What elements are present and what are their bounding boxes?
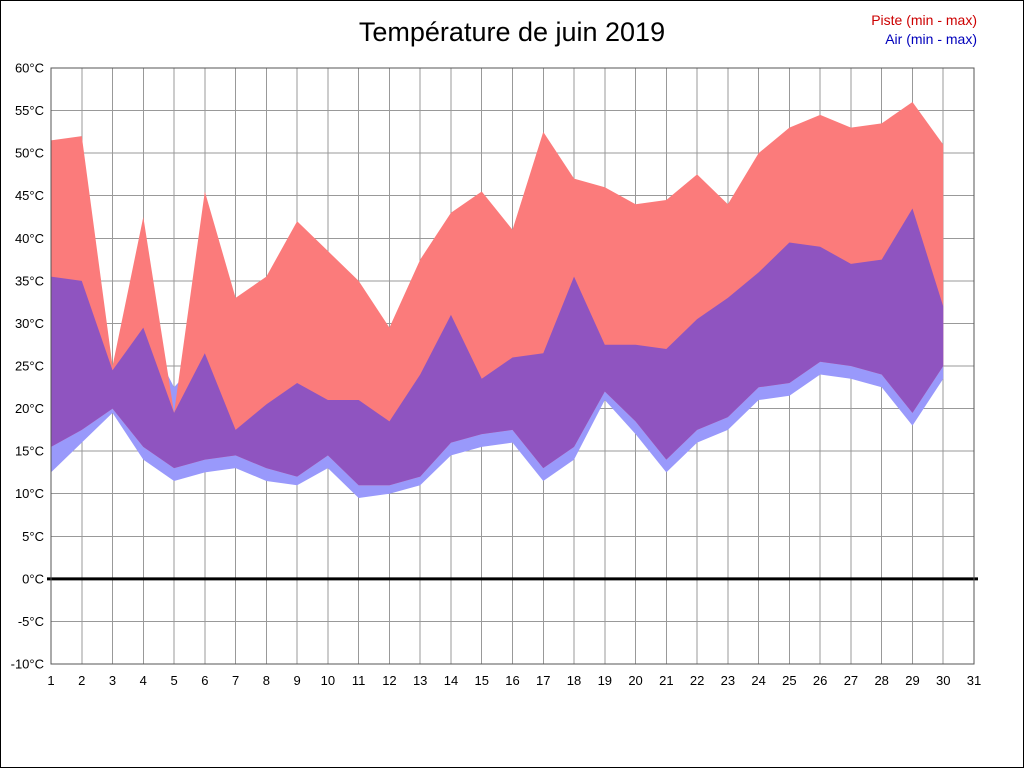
y-axis-tick-label: 20°C bbox=[15, 401, 44, 416]
x-axis-tick-label: 3 bbox=[109, 673, 116, 688]
x-axis-tick-label: 8 bbox=[263, 673, 270, 688]
x-axis-tick-label: 28 bbox=[874, 673, 888, 688]
y-axis-tick-label: 40°C bbox=[15, 231, 44, 246]
x-axis-tick-label: 9 bbox=[294, 673, 301, 688]
x-axis-tick-label: 14 bbox=[444, 673, 458, 688]
plot-border bbox=[50, 67, 975, 665]
x-axis-tick-label: 27 bbox=[844, 673, 858, 688]
x-axis-tick-label: 7 bbox=[232, 673, 239, 688]
x-axis-tick-label: 12 bbox=[382, 673, 396, 688]
y-axis-tick-label: 30°C bbox=[15, 316, 44, 331]
x-axis-tick-label: 16 bbox=[505, 673, 519, 688]
y-axis-tick-label: 25°C bbox=[15, 359, 44, 374]
chart-title: Température de juin 2019 bbox=[358, 17, 666, 47]
x-axis-tick-label: 17 bbox=[536, 673, 550, 688]
x-axis-tick-label: 24 bbox=[751, 673, 765, 688]
x-axis-tick-label: 11 bbox=[352, 673, 366, 688]
overlap-band bbox=[51, 208, 944, 486]
x-axis-tick-label: 1 bbox=[47, 673, 54, 688]
y-axis-tick-label: 15°C bbox=[15, 444, 44, 459]
legend-air-label: Air (min - max) bbox=[885, 31, 977, 47]
x-axis-tick-label: 21 bbox=[659, 673, 673, 688]
x-axis-tick-label: 25 bbox=[782, 673, 796, 688]
y-axis-tick-label: 5°C bbox=[22, 529, 44, 544]
x-axis-tick-label: 22 bbox=[690, 673, 704, 688]
y-axis-tick-label: 10°C bbox=[15, 486, 44, 501]
y-axis-tick-label: 35°C bbox=[15, 273, 44, 288]
x-axis-tick-label: 6 bbox=[201, 673, 208, 688]
x-axis-tick-label: 20 bbox=[628, 673, 642, 688]
x-axis-tick-label: 10 bbox=[321, 673, 335, 688]
x-axis-tick-label: 30 bbox=[936, 673, 950, 688]
x-axis-tick-label: 26 bbox=[813, 673, 827, 688]
x-axis-tick-label: 2 bbox=[78, 673, 85, 688]
x-axis-tick-label: 5 bbox=[170, 673, 177, 688]
y-axis-tick-label: 60°C bbox=[15, 61, 44, 76]
y-axis-tick-label: 0°C bbox=[22, 571, 44, 586]
x-axis-tick-label: 18 bbox=[567, 673, 581, 688]
x-axis-tick-label: 13 bbox=[413, 673, 427, 688]
x-axis-tick-label: 15 bbox=[474, 673, 488, 688]
y-axis-tick-label: -10°C bbox=[11, 657, 44, 672]
x-axis-tick-label: 19 bbox=[598, 673, 612, 688]
x-axis-tick-label: 4 bbox=[140, 673, 147, 688]
legend-piste-label: Piste (min - max) bbox=[871, 12, 977, 28]
y-axis-tick-label: 45°C bbox=[15, 188, 44, 203]
x-axis-tick-label: 29 bbox=[905, 673, 919, 688]
y-axis-tick-label: -5°C bbox=[18, 614, 44, 629]
legend: Piste (min - max) Air (min - max) bbox=[871, 11, 977, 49]
y-axis-tick-label: 50°C bbox=[15, 146, 44, 161]
x-axis-tick-label: 31 bbox=[967, 673, 981, 688]
y-axis-tick-label: 55°C bbox=[15, 103, 44, 118]
x-axis-tick-label: 23 bbox=[721, 673, 735, 688]
